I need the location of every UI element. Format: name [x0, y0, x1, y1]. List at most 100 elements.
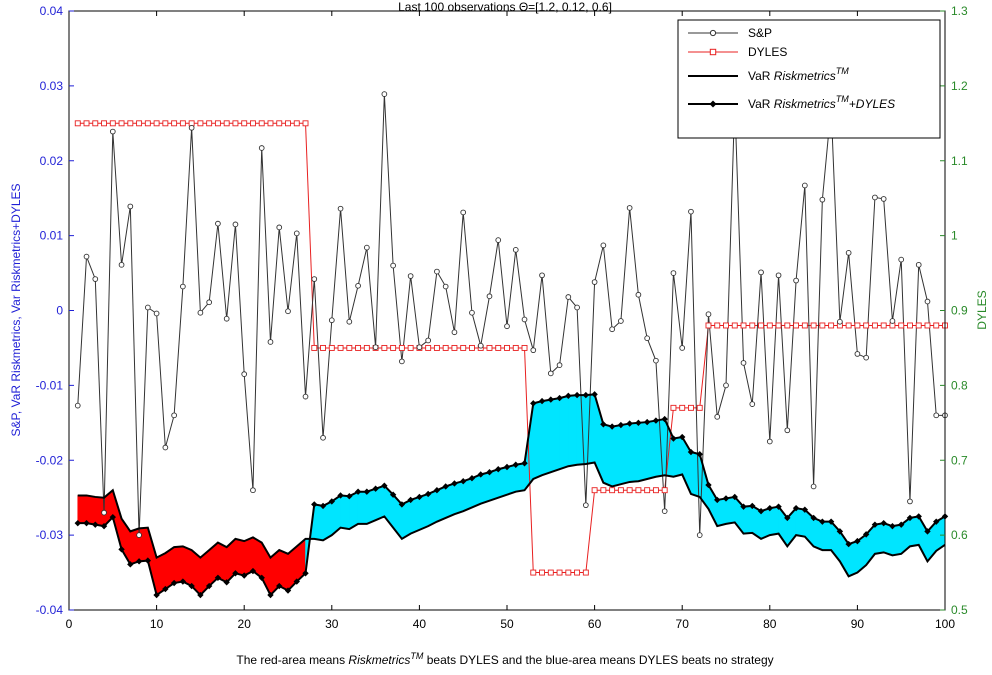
- point-var-dyles: [241, 572, 248, 579]
- y-axis-right-label: DYLES: [975, 290, 989, 329]
- y-left-tick-label: -0.01: [36, 378, 64, 392]
- point-dyles: [320, 344, 326, 351]
- area-segment: [874, 522, 884, 555]
- chart-title: Last 100 observations Θ=[1.2, 0.12, 0.6]: [398, 0, 612, 14]
- area-segment: [77, 495, 87, 524]
- area-segment: [515, 462, 525, 493]
- point-dyles: [766, 322, 773, 329]
- point-sp: [276, 224, 283, 231]
- point-var-dyles: [477, 471, 484, 478]
- point-dyles: [714, 322, 721, 329]
- point-sp: [74, 402, 81, 409]
- point-var-dyles: [354, 488, 362, 495]
- area-segment: [313, 504, 324, 541]
- point-var-dyles: [442, 483, 449, 490]
- point-sp: [144, 304, 151, 311]
- x-tick-label: 40: [413, 617, 427, 631]
- point-sp: [705, 311, 712, 318]
- point-var-dyles: [862, 531, 870, 538]
- y-left-tick-label: -0.02: [36, 453, 64, 467]
- point-var-dyles: [127, 561, 134, 568]
- series-layer: [77, 94, 946, 597]
- area-segment: [769, 506, 779, 536]
- area-segment: [743, 505, 753, 534]
- point-dyles: [871, 322, 878, 329]
- point-dyles: [153, 120, 160, 127]
- area-segment: [375, 485, 385, 521]
- y-left-tick-label: 0.01: [40, 229, 64, 243]
- point-dyles: [381, 344, 388, 351]
- point-dyles: [819, 322, 826, 329]
- point-dyles: [530, 569, 537, 576]
- point-dyles: [626, 487, 633, 494]
- point-sp: [837, 318, 843, 325]
- point-dyles: [591, 487, 598, 494]
- point-var-dyles: [407, 496, 414, 504]
- area-segment: [497, 466, 508, 499]
- point-dyles: [635, 487, 642, 494]
- point-dyles: [933, 322, 940, 329]
- point-sp: [924, 298, 931, 305]
- legend-label-var: VaR RiskmetricsTM: [748, 66, 849, 83]
- point-dyles: [214, 120, 221, 127]
- point-var-dyles: [170, 579, 178, 587]
- point-sp: [302, 393, 309, 400]
- point-var-dyles: [389, 491, 397, 498]
- point-sp: [390, 262, 396, 269]
- point-sp: [801, 182, 808, 189]
- point-var-dyles: [845, 540, 852, 548]
- point-var-dyles: [854, 537, 861, 545]
- point-var-dyles: [109, 513, 116, 521]
- point-dyles: [355, 344, 362, 351]
- point-var-dyles: [731, 493, 738, 501]
- point-var-dyles: [687, 448, 695, 456]
- legend-label-sp: S&P: [748, 26, 772, 40]
- point-sp: [688, 208, 694, 215]
- point-dyles: [442, 344, 449, 351]
- x-tick-label: 60: [588, 617, 602, 631]
- point-dyles: [144, 120, 151, 127]
- point-sp: [758, 269, 764, 276]
- area-segment: [629, 422, 639, 483]
- point-dyles: [337, 344, 344, 351]
- point-var-dyles: [416, 493, 423, 501]
- point-dyles: [775, 322, 782, 329]
- point-dyles: [740, 322, 747, 329]
- point-var-dyles: [722, 495, 730, 502]
- series-line-sp: [77, 94, 945, 536]
- point-var-dyles: [679, 433, 686, 441]
- point-sp: [232, 221, 239, 228]
- point-dyles: [276, 120, 283, 127]
- point-dyles: [285, 120, 291, 127]
- point-var-dyles: [486, 469, 493, 476]
- point-dyles: [924, 322, 931, 329]
- point-var-dyles: [582, 391, 590, 399]
- area-segment: [638, 421, 648, 482]
- point-sp: [92, 276, 99, 282]
- point-var-dyles: [775, 503, 782, 510]
- point-dyles: [407, 344, 414, 351]
- point-var-dyles: [232, 570, 239, 577]
- point-dyles: [101, 120, 107, 127]
- area-segment: [445, 483, 455, 519]
- point-sp: [933, 412, 940, 419]
- point-dyles: [810, 322, 817, 329]
- point-sp: [346, 318, 353, 325]
- legend-marker-dyles: [709, 48, 717, 56]
- point-sp: [162, 444, 169, 451]
- point-sp: [626, 205, 633, 211]
- point-var-dyles: [197, 591, 204, 599]
- y-left-tick-label: 0: [56, 304, 63, 318]
- point-var-dyles: [565, 392, 572, 400]
- point-sp: [539, 272, 545, 279]
- point-var-dyles: [433, 487, 441, 494]
- point-var-dyles: [328, 498, 335, 505]
- point-dyles: [661, 487, 668, 494]
- y-right-tick-label: 1.3: [951, 4, 968, 18]
- point-sp: [250, 487, 256, 494]
- point-var-dyles: [267, 591, 274, 599]
- y-axis-left-label: S&P, VaR Riskmetrics, Var Riskmetrics+DY…: [9, 183, 23, 436]
- x-tick-label: 0: [66, 617, 73, 631]
- point-sp: [819, 196, 826, 203]
- point-sp: [469, 309, 475, 316]
